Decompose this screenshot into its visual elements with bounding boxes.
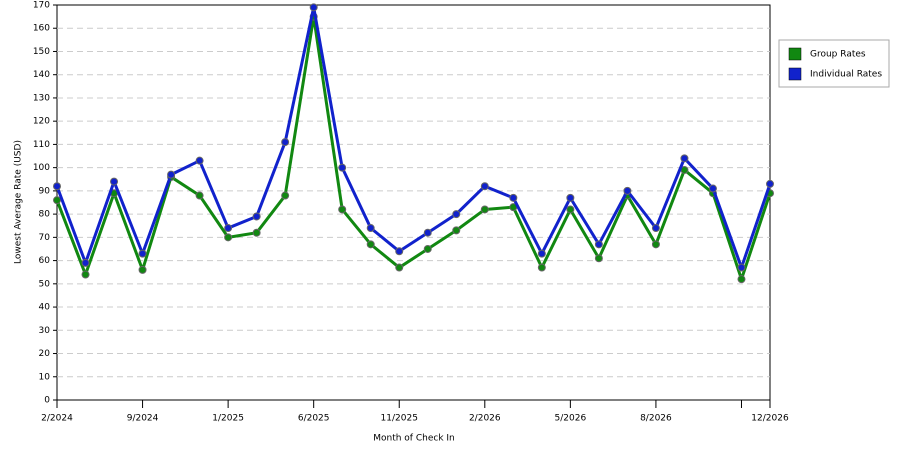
legend-label: Group Rates [810,50,866,60]
series-line [55,15,772,281]
x-axis-label: Month of Check In [373,434,455,444]
data-point [423,228,432,237]
legend-label: Individual Rates [810,70,882,80]
data-point [480,205,489,214]
data-point [195,191,204,200]
data-point [651,240,660,249]
data-point [537,263,546,272]
data-point [338,205,347,214]
data-point [395,247,404,256]
y-tick-label: 120 [33,117,50,127]
data-point [452,210,461,219]
x-tick-label: 2/2026 [469,414,501,424]
x-tick-label: 5/2026 [555,414,587,424]
x-tick-label: 8/2026 [640,414,672,424]
y-axis-label: Lowest Average Rate (USD) [14,140,24,264]
data-point [423,244,432,253]
x-tick-label: 6/2025 [298,414,330,424]
x-tick-label: 11/2025 [381,414,418,424]
data-point [366,240,375,249]
y-tick-label: 80 [39,210,51,220]
data-point [395,263,404,272]
data-point [53,182,61,191]
y-tick-label: 90 [39,186,51,196]
y-tick-label: 0 [44,396,50,406]
data-point [53,196,61,205]
x-tick-label: 9/2024 [127,414,159,424]
y-tick-label: 40 [39,303,51,313]
data-point [138,265,147,274]
data-point [110,177,119,186]
data-point [509,193,518,202]
y-tick-label: 140 [33,70,50,80]
data-point [252,212,261,221]
y-tick-label: 160 [33,24,50,34]
y-tick-label: 70 [39,233,51,243]
y-tick-label: 130 [33,93,50,103]
y-tick-label: 110 [33,140,50,150]
data-point [309,3,318,12]
data-point [651,224,660,233]
legend-swatch [788,67,802,81]
data-point [167,170,176,179]
y-tick-label: 150 [33,47,50,57]
data-point [737,263,746,272]
x-tick-label: 12/2026 [751,414,789,424]
series-line [55,5,772,270]
data-point [452,226,461,235]
plot-area [56,4,771,401]
data-point [81,270,90,279]
data-point [252,228,261,237]
y-tick-label: 100 [33,163,50,173]
data-point [224,224,233,233]
data-point [594,254,603,263]
data-point [224,233,233,242]
data-point [338,163,347,172]
y-tick-label: 50 [39,279,51,289]
data-point [594,240,603,249]
legend-swatch [788,47,802,61]
data-point [81,258,90,267]
y-tick-label: 170 [33,1,50,11]
data-point [623,186,632,195]
data-point [737,275,746,284]
data-point [281,138,290,147]
data-point [566,205,575,214]
y-tick-label: 10 [39,372,51,382]
y-tick-label: 20 [39,349,51,359]
data-point [366,224,375,233]
y-tick-label: 60 [39,256,51,266]
data-point [480,182,489,191]
data-point [680,154,689,163]
y-tick-label: 30 [39,326,51,336]
x-tick-label: 1/2025 [212,414,244,424]
data-point [708,184,717,193]
data-point [537,249,546,258]
data-point [195,156,204,165]
x-tick-label: 2/2024 [41,414,73,424]
data-point [766,179,774,188]
data-point [138,249,147,258]
data-point [281,191,290,200]
data-point [566,193,575,202]
